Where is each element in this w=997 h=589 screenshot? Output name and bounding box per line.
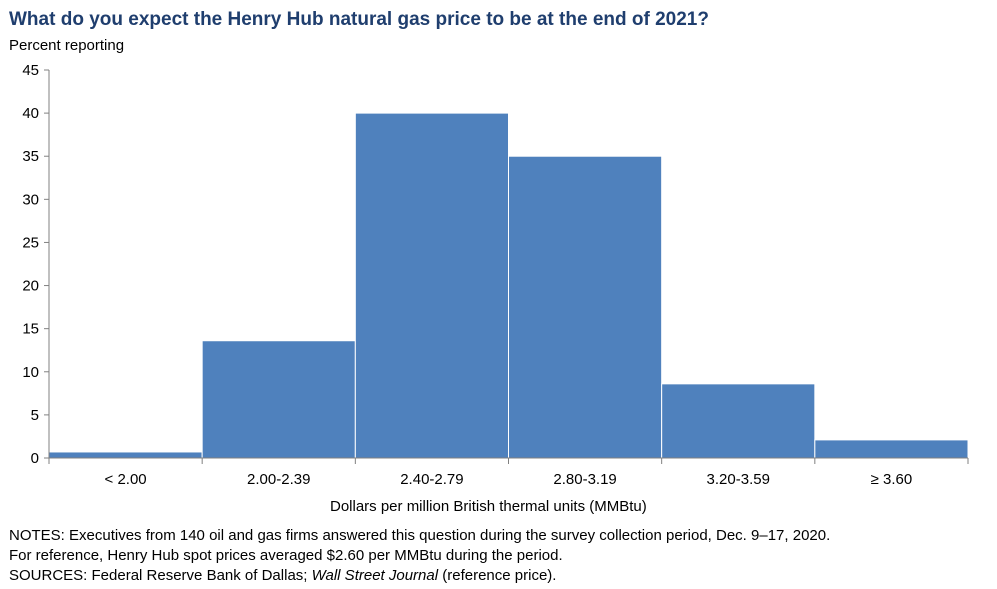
x-tick-label: 3.20-3.59: [707, 471, 770, 488]
notes-line-2: For reference, Henry Hub spot prices ave…: [9, 547, 563, 564]
y-tick-label: 40: [22, 105, 39, 122]
bar: [814, 439, 969, 459]
y-tick-label: 5: [31, 407, 39, 424]
sources-prefix: SOURCES: Federal Reserve Bank of Dallas;: [9, 567, 312, 584]
bar: [354, 112, 510, 459]
y-tick-label: 15: [22, 321, 39, 338]
x-tick-label: 2.40-2.79: [400, 471, 463, 488]
x-tick-label: 2.80-3.19: [553, 471, 616, 488]
y-tick-label: 25: [22, 234, 39, 251]
x-axis-caption: Dollars per million British thermal unit…: [330, 498, 647, 515]
y-tick-label: 20: [22, 278, 39, 295]
sources-suffix: (reference price).: [438, 567, 557, 584]
chart-title: What do you expect the Henry Hub natural…: [9, 9, 709, 30]
y-tick-label: 45: [22, 62, 39, 79]
sources-italic: Wall Street Journal: [311, 567, 439, 584]
bar: [508, 155, 663, 459]
y-tick-label: 0: [31, 450, 39, 467]
y-tick-label: 35: [22, 148, 39, 165]
bar: [661, 383, 816, 459]
y-axis-caption: Percent reporting: [9, 37, 125, 54]
x-tick-label: < 2.00: [105, 471, 147, 488]
x-tick-label: ≥ 3.60: [871, 471, 913, 488]
y-tick-label: 10: [22, 364, 39, 381]
bar: [48, 451, 203, 459]
x-tick-label: 2.00-2.39: [247, 471, 310, 488]
bar: [201, 340, 356, 459]
y-tick-label: 30: [22, 191, 39, 208]
notes-block: NOTES: Executives from 140 oil and gas f…: [9, 526, 830, 586]
notes-line-1: NOTES: Executives from 140 oil and gas f…: [9, 527, 831, 544]
sources-line: SOURCES: Federal Reserve Bank of Dallas;…: [9, 566, 830, 586]
